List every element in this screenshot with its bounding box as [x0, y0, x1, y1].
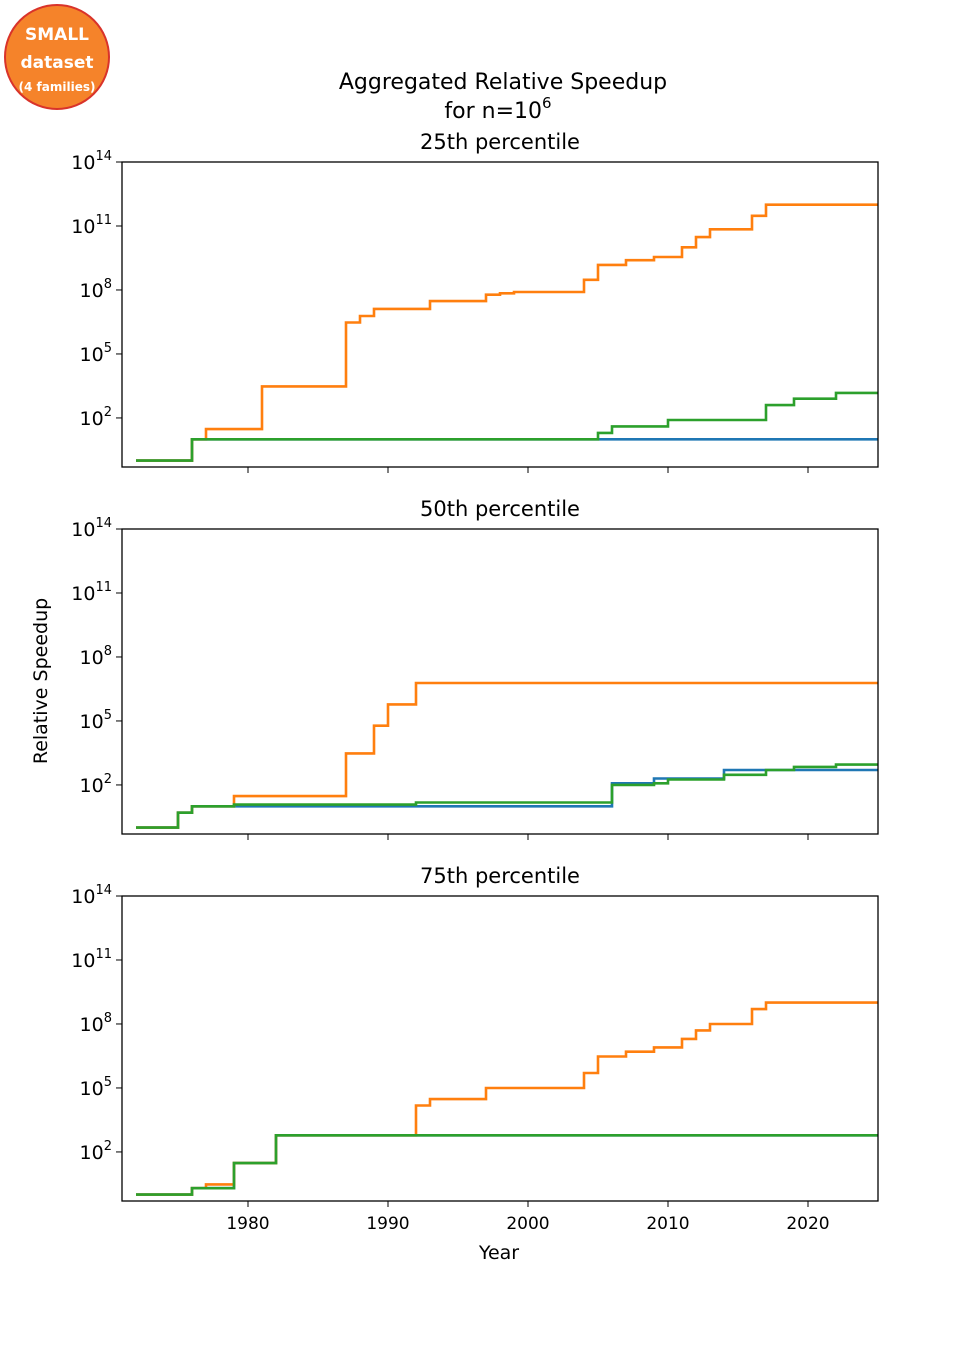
series-line-green — [136, 763, 878, 829]
y-tick-label: 108 — [80, 277, 112, 302]
figure-title-line2: for n=106 — [444, 94, 551, 124]
y-tick-label: 1011 — [71, 213, 112, 238]
y-tick-label: 1014 — [71, 883, 112, 908]
y-tick-label: 108 — [80, 644, 112, 669]
y-tick-label: 105 — [80, 708, 112, 733]
x-tick-label: 1990 — [366, 1214, 409, 1234]
subplot-title: 50th percentile — [420, 497, 580, 521]
y-tick-label: 1011 — [71, 580, 112, 605]
x-axis-label: Year — [478, 1242, 519, 1264]
dataset-badge: SMALL dataset (4 families) — [4, 4, 110, 110]
y-tick-label: 1014 — [71, 149, 112, 174]
series-line-green — [136, 391, 878, 462]
y-tick-label: 108 — [80, 1011, 112, 1036]
axes-frame — [121, 528, 879, 835]
subplot-2: 50th percentile 102 105 108 1011 1014 — [71, 497, 879, 840]
series-line-green — [136, 1134, 878, 1196]
y-tick-label: 105 — [80, 341, 112, 366]
y-tick-label: 102 — [80, 405, 112, 430]
badge-line1: SMALL — [25, 25, 89, 45]
y-axis-label: Relative Speedup — [30, 598, 52, 764]
y-tick-label: 102 — [80, 1139, 112, 1164]
y-tick-label: 1011 — [71, 947, 112, 972]
x-tick-label: 1980 — [226, 1214, 269, 1234]
subplot-title: 25th percentile — [420, 130, 580, 154]
y-tick-label: 105 — [80, 1075, 112, 1100]
badge-line3: (4 families) — [18, 80, 96, 94]
series-line-orange — [136, 203, 878, 462]
figure-title-line1: Aggregated Relative Speedup — [339, 70, 667, 95]
x-tick-label: 2000 — [506, 1214, 549, 1234]
y-tick-label: 102 — [80, 772, 112, 797]
subplot-3: 75th percentile 102 105 108 1011 1014 1980 1990… — [71, 864, 879, 1234]
subplot-title: 75th percentile — [420, 864, 580, 888]
subplot-1: 25th percentile 102 105 108 1011 1014 — [71, 130, 879, 473]
badge-line2: dataset — [20, 53, 94, 73]
axes-frame — [121, 895, 879, 1202]
y-tick-label: 1014 — [71, 516, 112, 541]
axes-frame — [121, 161, 879, 468]
x-tick-label: 2020 — [786, 1214, 829, 1234]
x-tick-label: 2010 — [646, 1214, 689, 1234]
